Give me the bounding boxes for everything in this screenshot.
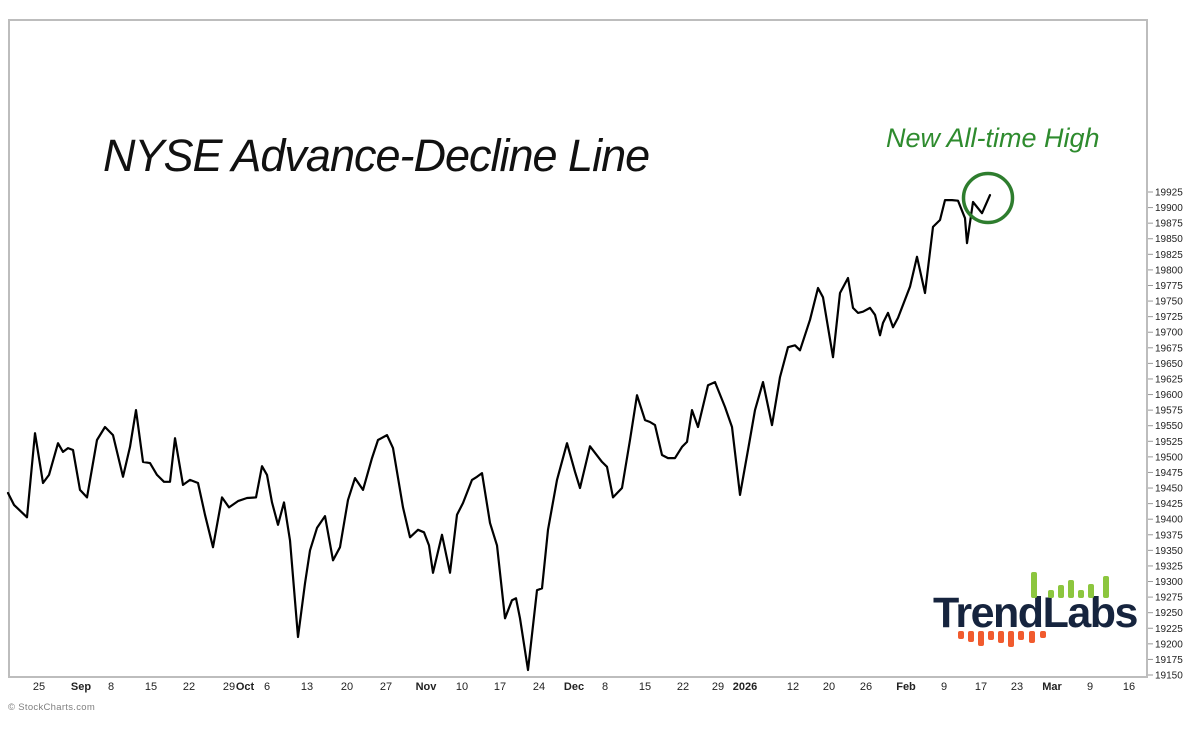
y-axis-label: 19750 — [1155, 297, 1183, 308]
x-axis-label: 24 — [533, 681, 545, 693]
x-axis-label: Dec — [564, 681, 584, 693]
y-axis-label: 19850 — [1155, 234, 1183, 245]
y-axis-label: 19925 — [1155, 188, 1183, 199]
x-axis-label: 9 — [1087, 681, 1093, 693]
logo-orange-bar — [988, 631, 994, 640]
x-axis-label: Mar — [1042, 681, 1062, 693]
x-axis-label: 16 — [1123, 681, 1135, 693]
x-axis-label: 29 — [712, 681, 724, 693]
x-axis-label: 15 — [639, 681, 651, 693]
logo-orange-bar — [1018, 631, 1024, 640]
all-time-high-circle — [961, 171, 1015, 225]
y-axis-label: 19725 — [1155, 312, 1183, 323]
y-axis-label: 19700 — [1155, 328, 1183, 339]
y-axis-label: 19675 — [1155, 343, 1183, 354]
y-axis-label: 19600 — [1155, 390, 1183, 401]
x-axis-label: 22 — [183, 681, 195, 693]
y-axis-label: 19350 — [1155, 546, 1183, 557]
x-axis-label: 25 — [33, 681, 45, 693]
x-axis-label: 17 — [494, 681, 506, 693]
y-axis-label: 19225 — [1155, 624, 1183, 635]
logo-orange-bar — [1008, 631, 1014, 647]
y-axis-label: 19800 — [1155, 265, 1183, 276]
x-axis-label: Feb — [896, 681, 916, 693]
x-axis-label: 15 — [145, 681, 157, 693]
logo-orange-bar — [1029, 631, 1035, 643]
x-axis-label: 29 — [223, 681, 235, 693]
y-axis-label: 19775 — [1155, 281, 1183, 292]
x-axis-label: 17 — [975, 681, 987, 693]
logo-green-bar — [1068, 580, 1074, 598]
y-axis-label: 19400 — [1155, 515, 1183, 526]
y-axis-label: 19475 — [1155, 468, 1183, 479]
logo-green-bar — [1088, 584, 1094, 598]
x-axis-label: 10 — [456, 681, 468, 693]
x-axis-label: 27 — [380, 681, 392, 693]
y-axis-label: 19500 — [1155, 452, 1183, 463]
chart-frame — [8, 19, 1148, 678]
x-axis-label: 26 — [860, 681, 872, 693]
y-axis-label: 19650 — [1155, 359, 1183, 370]
x-axis-label: 23 — [1011, 681, 1023, 693]
y-axis-label: 19625 — [1155, 374, 1183, 385]
new-all-time-high-label: New All-time High — [886, 123, 1100, 153]
y-axis-label: 19175 — [1155, 655, 1183, 666]
y-axis-label: 19275 — [1155, 593, 1183, 604]
y-axis-label: 19325 — [1155, 561, 1183, 572]
y-axis-label: 19875 — [1155, 219, 1183, 230]
y-axis-label: 19550 — [1155, 421, 1183, 432]
chart-title: NYSE Advance-Decline Line — [103, 130, 650, 181]
logo-green-bar — [1058, 585, 1064, 598]
advance-decline-line — [6, 194, 992, 672]
logo-green-bar — [1048, 590, 1054, 598]
logo-orange-bar — [978, 631, 984, 646]
logo-orange-bar — [958, 631, 964, 639]
x-axis-label: 8 — [602, 681, 608, 693]
y-axis-label: 19450 — [1155, 484, 1183, 495]
logo-orange-bar — [998, 631, 1004, 643]
x-axis-label: 22 — [677, 681, 689, 693]
x-axis-label: 13 — [301, 681, 313, 693]
logo-orange-bar — [1040, 631, 1046, 638]
logo-green-bar — [1078, 590, 1084, 598]
y-axis-label: 19425 — [1155, 499, 1183, 510]
y-axis-label: 19525 — [1155, 437, 1183, 448]
y-axis-label: 19825 — [1155, 250, 1183, 261]
logo-orange-bar — [968, 631, 974, 642]
trendlabs-logo-text: TrendLabs — [933, 589, 1138, 637]
x-axis-label: 6 — [264, 681, 270, 693]
stockcharts-credit: © StockCharts.com — [8, 702, 96, 713]
y-axis-label: 19150 — [1155, 671, 1183, 682]
x-axis-label: 12 — [787, 681, 799, 693]
x-axis-label: 2026 — [733, 681, 757, 693]
y-axis-label: 19900 — [1155, 203, 1183, 214]
x-axis-label: 9 — [941, 681, 947, 693]
x-axis-label: Nov — [416, 681, 438, 693]
y-axis-label: 19575 — [1155, 406, 1183, 417]
logo-green-bar — [1103, 576, 1109, 598]
x-axis-label: 20 — [823, 681, 835, 693]
y-axis-label: 19300 — [1155, 577, 1183, 588]
x-axis-label: Sep — [71, 681, 91, 693]
x-axis-label: 20 — [341, 681, 353, 693]
logo-green-bar — [1031, 572, 1037, 598]
y-axis-label: 19375 — [1155, 530, 1183, 541]
y-axis-label: 19200 — [1155, 639, 1183, 650]
x-axis-label: Oct — [236, 681, 255, 693]
y-axis-label: 19250 — [1155, 608, 1183, 619]
x-axis-label: 8 — [108, 681, 114, 693]
